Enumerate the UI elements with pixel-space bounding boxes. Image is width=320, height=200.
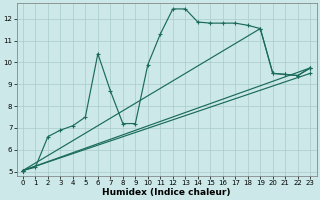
X-axis label: Humidex (Indice chaleur): Humidex (Indice chaleur) bbox=[102, 188, 231, 197]
